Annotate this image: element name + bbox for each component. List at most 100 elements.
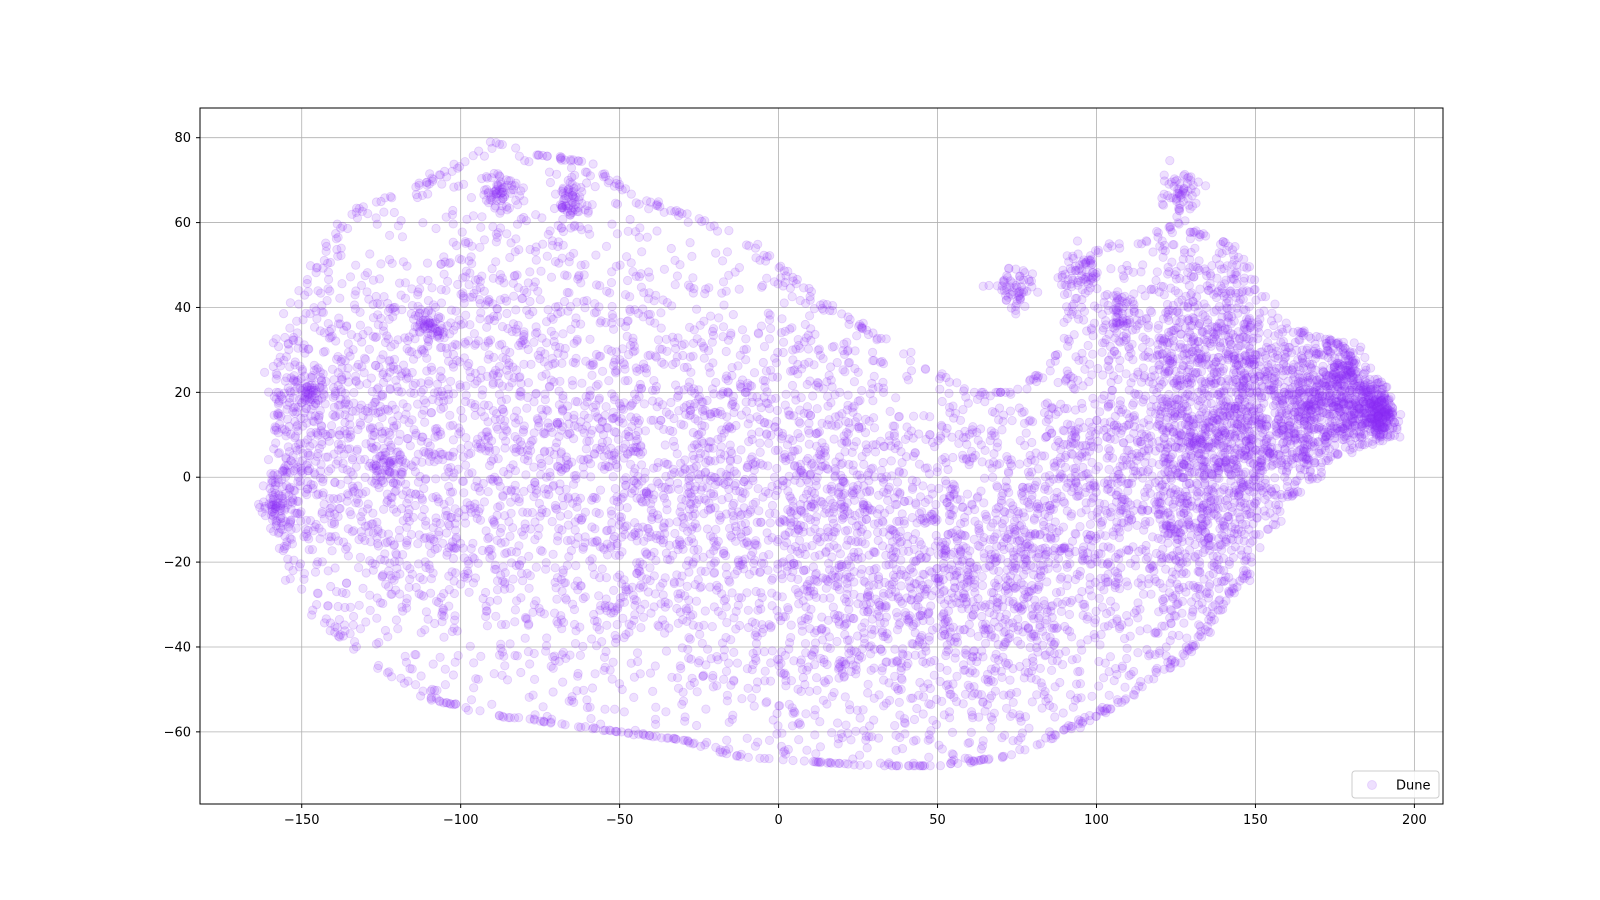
scatter-point: [863, 679, 873, 690]
scatter-point: [1150, 371, 1160, 381]
scatter-point: [374, 451, 385, 461]
scatter-point: [863, 606, 873, 617]
scatter-point: [284, 483, 294, 493]
scatter-point: [721, 286, 731, 296]
scatter-point: [321, 246, 331, 256]
scatter-point: [849, 577, 859, 587]
scatter-point: [785, 283, 796, 293]
scatter-point: [1245, 486, 1255, 496]
scatter-point: [1296, 403, 1306, 414]
scatter-point: [821, 504, 832, 514]
scatter-point: [636, 282, 647, 292]
scatter-point: [1146, 372, 1156, 382]
scatter-point: [464, 587, 474, 597]
scatter-point: [418, 218, 428, 228]
scatter-point: [677, 511, 687, 521]
scatter-point: [1311, 375, 1322, 386]
scatter-point: [1129, 410, 1140, 421]
scatter-point: [536, 266, 546, 276]
scatter-point: [765, 310, 775, 320]
scatter-point: [861, 599, 872, 609]
scatter-point: [845, 509, 855, 519]
scatter-point: [968, 596, 978, 607]
scatter-point: [1352, 367, 1363, 377]
scatter-point: [810, 730, 820, 740]
scatter-point: [1105, 446, 1115, 456]
scatter-point: [533, 350, 543, 360]
scatter-point: [1216, 426, 1226, 437]
scatter-point: [1241, 445, 1251, 455]
scatter-point: [719, 300, 729, 310]
scatter-point: [693, 394, 704, 404]
scatter-point: [677, 571, 687, 581]
scatter-point: [1173, 489, 1183, 499]
scatter-point: [1049, 493, 1059, 503]
scatter-point: [863, 607, 873, 617]
scatter-point: [1245, 357, 1255, 367]
scatter-point: [1031, 553, 1042, 563]
scatter-point: [541, 338, 552, 348]
scatter-point: [543, 361, 554, 371]
scatter-point: [330, 391, 340, 401]
scatter-point: [511, 234, 521, 244]
scatter-point: [525, 267, 535, 277]
scatter-point: [285, 298, 295, 308]
scatter-point: [668, 436, 679, 446]
scatter-point: [466, 193, 476, 203]
scatter-point: [743, 622, 754, 633]
scatter-point: [1067, 721, 1078, 731]
scatter-point: [380, 625, 391, 636]
scatter-point: [1023, 497, 1033, 507]
scatter-point: [1184, 379, 1195, 389]
scatter-point: [842, 498, 852, 508]
scatter-point: [1120, 633, 1130, 644]
scatter-point: [1009, 527, 1020, 537]
scatter-point: [878, 631, 889, 642]
scatter-point: [765, 518, 775, 528]
scatter-point: [713, 536, 723, 547]
scatter-point: [778, 747, 788, 757]
scatter-point: [355, 307, 365, 317]
scatter-point: [742, 733, 752, 743]
scatter-point: [474, 146, 484, 156]
scatter-point: [1320, 434, 1330, 444]
scatter-point: [293, 477, 303, 487]
scatter-point: [1288, 490, 1298, 500]
scatter-point: [325, 286, 335, 296]
scatter-point: [1012, 563, 1022, 573]
scatter-point: [1014, 521, 1025, 531]
scatter-point: [979, 473, 990, 483]
scatter-point: [473, 674, 483, 684]
scatter-point: [1115, 527, 1125, 537]
scatter-point: [602, 620, 612, 630]
scatter-point: [349, 387, 359, 398]
scatter-point: [468, 151, 478, 161]
scatter-point: [459, 488, 469, 498]
scatter-point: [591, 349, 602, 360]
scatter-point: [1192, 480, 1203, 490]
scatter-point: [503, 469, 513, 479]
scatter-point: [1162, 444, 1173, 454]
scatter-point: [337, 587, 347, 598]
scatter-point: [1077, 718, 1087, 728]
scatter-point: [620, 376, 630, 386]
scatter-point: [530, 477, 540, 487]
scatter-point: [587, 370, 597, 380]
scatter-point: [1059, 426, 1070, 436]
scatter-point: [641, 364, 651, 374]
scatter-point: [1209, 368, 1219, 379]
scatter-point: [842, 635, 853, 645]
scatter-point: [788, 446, 798, 456]
scatter-point: [514, 494, 524, 504]
scatter-point: [1083, 340, 1093, 351]
scatter-point: [413, 449, 423, 459]
scatter-point: [381, 579, 391, 589]
scatter-point: [426, 408, 436, 418]
scatter-point: [477, 212, 487, 222]
scatter-point: [1321, 432, 1331, 442]
scatter-point: [846, 735, 856, 745]
scatter-point: [865, 486, 875, 497]
scatter-point: [799, 283, 809, 293]
scatter-point: [665, 555, 675, 565]
